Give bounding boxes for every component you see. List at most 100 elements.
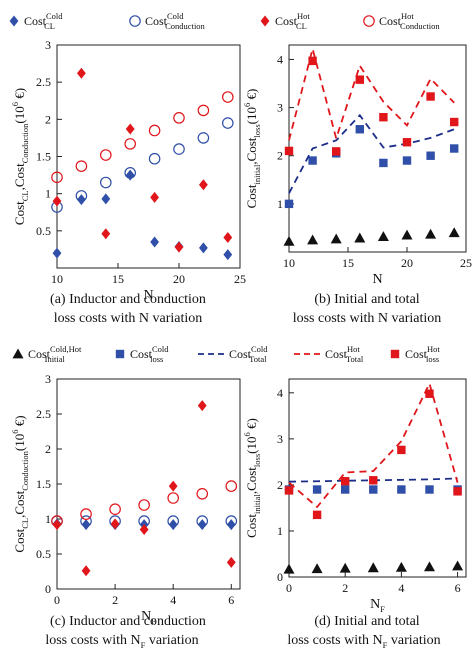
point-cold_cl [101,193,111,205]
point-cold_loss [426,151,435,160]
caption-a-line1: (a) Inductor and conduction [50,292,206,307]
point-initial [311,563,323,574]
point-hot_cond [80,508,92,520]
point-cold_cond [80,515,92,527]
legend-label-2: CostCold Total [229,344,268,364]
point-initial [307,234,319,245]
point-hot_loss [332,147,341,156]
point-hot_loss [369,476,378,485]
x-tick-label: 2 [112,593,118,607]
legend-marker-3 [363,15,375,27]
legend-label-0: CostCold CL [24,11,63,31]
plot-frame [288,378,467,578]
x-axis-label: NF [141,609,156,626]
point-hot_loss [425,389,434,398]
y-tick-label: 0 [277,570,283,584]
chart-panel-c: 0 0.5 1 1.5 2 2.5 3 0 2 4 6 NF CostCL,CostConduction… [10,372,241,626]
legend-middle: CostCold,Hot Initial CostCold loss CostCold T… [12,344,440,364]
caption-d-text: loss costs with N [287,633,382,648]
legend-label-0: CostCold,Hot Initial [28,344,82,364]
caption-d-line2: loss costs with NF variation [287,633,440,650]
point-cold_loss [308,156,317,165]
y-tick-label: 1 [277,524,283,538]
point-cold_cl [226,519,236,531]
point-hot_cl [110,518,120,530]
caption-c-text: loss costs with N [45,633,140,648]
point-cold_cond [222,117,234,129]
point-cold_loss [355,125,364,134]
point-hot_cl [139,524,149,535]
point-hot_cl [77,67,86,79]
legend-label-3: CostHot Total [325,344,364,364]
point-cold_cond [225,515,238,527]
point-cold_cond [197,132,210,144]
chart-panel-a: 0.5 1 1.5 2 2.5 3 10 15 20 25 N CostCL,CostConducti… [10,38,246,303]
x-tick-label: 20 [173,272,185,286]
point-hot_cl [174,241,184,253]
point-initial [283,563,295,574]
y-tick-label: 0.5 [36,224,51,238]
point-hot_cond [51,171,63,184]
x-tick-label: 0 [286,581,292,595]
plot-frame [288,44,467,253]
legend-label-1: CostCold loss [130,344,169,364]
point-initial [452,560,464,571]
caption-c-sub: F [141,640,146,650]
point-cold_cond [100,176,112,189]
y-tick-label: 4 [277,52,283,66]
y-tick-label: 3 [45,372,51,386]
point-cold_cl [125,169,135,181]
point-hot_loss [402,138,412,147]
point-cold_cond [124,167,136,179]
series-line-hot_total [288,381,459,509]
chart-panel-b: 1 2 3 4 10 15 20 25 N Costinitial,Costloss(106 €) [242,44,472,287]
x-tick-label: 6 [228,593,234,607]
point-hot_cl [150,191,159,203]
point-hot_cond [197,104,210,117]
point-cold_loss [402,156,412,165]
y-tick-label: 0.5 [36,547,51,561]
point-hot_cond [222,91,234,103]
point-initial [354,232,366,243]
caption-d-tail: variation [387,633,440,648]
caption-c-line2: loss costs with NF variation [45,633,198,650]
caption-c-line1: (c) Inductor and conduction [50,614,206,629]
legend-marker-4 [390,349,400,359]
x-tick-label: 6 [455,581,461,595]
point-initial [423,561,435,572]
point-hot_cl [52,519,62,531]
chart-panel-d: 0 1 2 3 4 0 2 4 6 NF Costinitial,Costloss(106 €) [242,378,467,614]
point-cold_cond [196,515,209,527]
x-tick-label: 2 [342,581,348,595]
point-cold_cl [223,249,233,261]
x-tick-label: 0 [54,593,60,607]
legend-label-4: CostHot loss [405,344,440,364]
point-hot_cl [199,179,208,191]
point-hot_loss [308,56,317,66]
y-tick-label: 4 [277,386,283,400]
point-cold_loss [397,485,406,494]
y-tick-label: 2 [277,149,283,163]
x-tick-label: 25 [460,256,472,270]
y-tick-label: 1 [45,187,51,201]
point-hot_cond [75,160,88,172]
point-hot_loss [379,113,388,122]
plot-frame [56,378,241,590]
y-tick-label: 2 [45,112,51,126]
point-hot_cond [225,480,238,492]
point-hot_loss [355,75,364,84]
point-initial [367,562,379,573]
point-cold_cond [148,152,161,165]
legend-marker-0 [9,15,19,27]
legend-marker-0 [12,348,24,359]
point-hot_cl [223,232,233,244]
point-hot_cl [226,556,236,568]
y-tick-label: 1 [45,512,51,526]
point-hot_cond [124,138,136,150]
point-hot_loss [340,477,350,486]
point-cold_loss [425,485,434,494]
point-hot_cond [148,124,161,137]
point-hot_cl [168,480,178,492]
point-hot_loss [397,445,406,455]
